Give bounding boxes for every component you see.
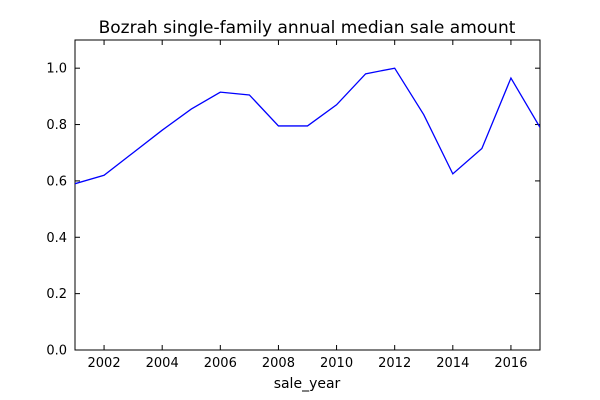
plot-area bbox=[74, 39, 541, 351]
series-line bbox=[75, 67, 540, 185]
x-tick-label: 2010 bbox=[320, 356, 353, 371]
y-axis: 0.0 0.2 0.4 0.6 0.8 1.0 bbox=[46, 62, 540, 359]
x-axis-label: sale_year bbox=[274, 376, 341, 392]
x-tick-label: 2006 bbox=[204, 356, 237, 371]
x-tick-label: 2008 bbox=[262, 356, 295, 371]
chart-title: Bozrah single-family annual median sale … bbox=[99, 18, 516, 38]
x-axis: 2002 2004 2006 2008 2010 2012 2014 2016 bbox=[88, 40, 527, 371]
y-tick-label: 0.0 bbox=[46, 344, 67, 359]
y-tick-label: 1.0 bbox=[46, 62, 67, 77]
y-tick-label: 0.2 bbox=[46, 287, 67, 302]
x-tick-label: 2004 bbox=[146, 356, 179, 371]
x-tick-label: 2002 bbox=[88, 356, 121, 371]
x-tick-label: 2014 bbox=[436, 356, 469, 371]
series-layer bbox=[75, 67, 540, 185]
y-tick-label: 0.6 bbox=[46, 174, 67, 189]
x-tick-label: 2012 bbox=[378, 356, 411, 371]
x-tick-label: 2016 bbox=[494, 356, 527, 371]
y-tick-label: 0.8 bbox=[46, 118, 67, 133]
y-tick-label: 0.4 bbox=[46, 231, 67, 246]
